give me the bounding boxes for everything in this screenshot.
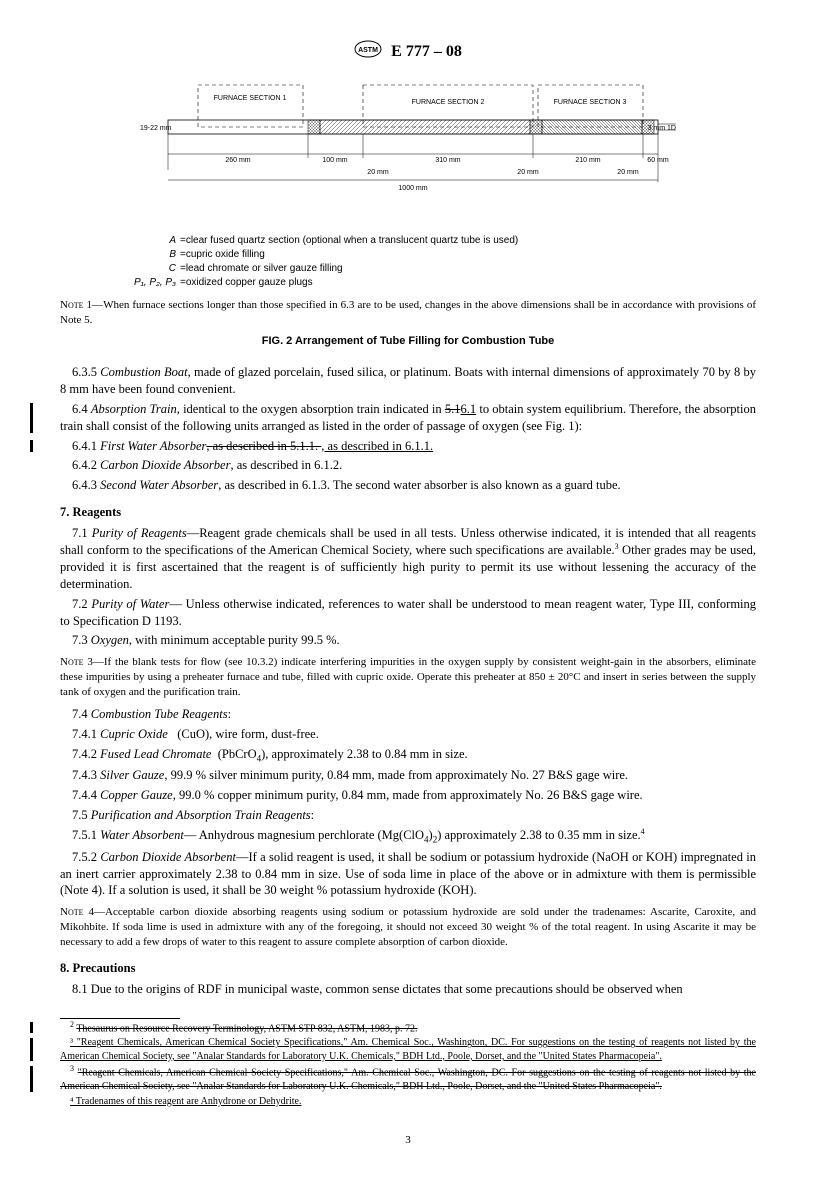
svg-text:FURNACE SECTION 3: FURNACE SECTION 3 bbox=[554, 99, 627, 106]
p741: 7.4.1 Cupric Oxide (CuO), wire form, dus… bbox=[60, 726, 756, 743]
svg-text:FURNACE SECTION 2: FURNACE SECTION 2 bbox=[412, 99, 485, 106]
fn2: 2 Thesaurus on Resource Recovery Termino… bbox=[60, 1020, 756, 1036]
p744: 7.4.4 Copper Gauze, 99.0 % copper minimu… bbox=[60, 787, 756, 804]
svg-text:1000 mm: 1000 mm bbox=[398, 185, 427, 192]
svg-text:FURNACE SECTION 1: FURNACE SECTION 1 bbox=[214, 95, 287, 102]
fig-caption: FIG. 2 Arrangement of Tube Filling for C… bbox=[60, 334, 756, 349]
svg-text:310 mm: 310 mm bbox=[435, 157, 460, 164]
p635: 6.3.5 Combustion Boat, made of glazed po… bbox=[60, 364, 756, 398]
p742: 7.4.2 Fused Lead Chromate (PbCrO4), appr… bbox=[60, 746, 756, 765]
fn4: ⁴ Tradenames of this reagent are Anhydro… bbox=[60, 1095, 756, 1109]
sec-7: 7. Reagents bbox=[60, 504, 756, 521]
svg-text:210 mm: 210 mm bbox=[575, 157, 600, 164]
designation: E 777 – 08 bbox=[391, 43, 462, 60]
note-3: Note 3—If the blank tests for flow (see … bbox=[60, 655, 756, 700]
svg-text:20 mm: 20 mm bbox=[617, 169, 639, 176]
svg-text:3 mm 1D: 3 mm 1D bbox=[648, 125, 676, 132]
fn3a: ³ "Reagent Chemicals, American Chemical … bbox=[60, 1036, 756, 1063]
p72: 7.2 Purity of Water— Unless otherwise in… bbox=[60, 596, 756, 630]
page-header: ASTM E 777 – 08 bbox=[60, 40, 756, 65]
p75: 7.5 Purification and Absorption Train Re… bbox=[60, 807, 756, 824]
p743: 7.4.3 Silver Gauze, 99.9 % silver minimu… bbox=[60, 767, 756, 784]
svg-text:260 mm: 260 mm bbox=[225, 157, 250, 164]
fn3b: 3 "Reagent Chemicals, American Chemical … bbox=[60, 1064, 756, 1093]
svg-text:20 mm: 20 mm bbox=[517, 169, 539, 176]
p641: 6.4.1 First Water Absorber, as described… bbox=[60, 438, 756, 455]
footnotes: 2 Thesaurus on Resource Recovery Termino… bbox=[60, 1018, 756, 1109]
svg-text:20 mm: 20 mm bbox=[367, 169, 389, 176]
note-1: Note 1—When furnace sections longer than… bbox=[60, 298, 756, 328]
svg-text:19-22 mm: 19-22 mm bbox=[140, 125, 172, 132]
figure-legend: A =clear fused quartz section (optional … bbox=[120, 234, 756, 290]
svg-text:100 mm: 100 mm bbox=[322, 157, 347, 164]
p752: 7.5.2 Carbon Dioxide Absorbent—If a soli… bbox=[60, 849, 756, 900]
p64: 6.4 Absorption Train, identical to the o… bbox=[60, 401, 756, 435]
page-number: 3 bbox=[60, 1133, 756, 1148]
figure-2: FURNACE SECTION 1 FURNACE SECTION 2 FURN… bbox=[138, 80, 678, 220]
note-4: Note 4—Acceptable carbon dioxide absorbi… bbox=[60, 905, 756, 950]
svg-text:ASTM: ASTM bbox=[358, 47, 378, 54]
svg-text:60 mm: 60 mm bbox=[647, 157, 669, 164]
p74: 7.4 Combustion Tube Reagents: bbox=[60, 706, 756, 723]
p71: 7.1 Purity of Reagents—Reagent grade che… bbox=[60, 525, 756, 593]
astm-logo: ASTM bbox=[354, 40, 382, 65]
p73: 7.3 Oxygen, with minimum acceptable puri… bbox=[60, 632, 756, 649]
sec-8: 8. Precautions bbox=[60, 960, 756, 977]
p751: 7.5.1 Water Absorbent— Anhydrous magnesi… bbox=[60, 827, 756, 846]
p642: 6.4.2 Carbon Dioxide Absorber, as descri… bbox=[60, 457, 756, 474]
p81: 8.1 Due to the origins of RDF in municip… bbox=[60, 981, 756, 998]
p643: 6.4.3 Second Water Absorber, as describe… bbox=[60, 477, 756, 494]
